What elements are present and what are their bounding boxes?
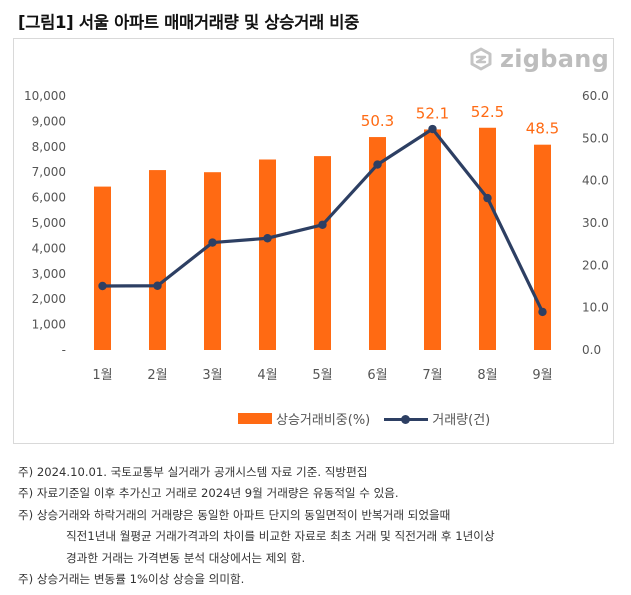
line-point [538, 307, 547, 317]
x-axis-tick-label: 3월 [202, 368, 222, 383]
zigbang-logo-icon [470, 47, 492, 71]
footnote-continuation: 직전1년내 월평균 거래가격과의 차이를 비교한 자료로 최초 거래 및 직전거… [66, 529, 495, 544]
bar [479, 127, 496, 350]
footnote-continuation: 경과한 거래는 가격변동 분석 대상에서는 제외 함. [66, 550, 306, 565]
left-axis-tick-label: 3,000 [32, 267, 66, 281]
line-point [263, 234, 272, 243]
legend-bar-swatch [238, 413, 272, 424]
left-axis-tick-label: 5,000 [32, 216, 66, 230]
line-point [428, 124, 437, 134]
right-axis-tick-label: 10.0 [582, 301, 609, 315]
x-axis-tick-label: 1월 [92, 368, 112, 383]
bar [204, 172, 221, 350]
legend-label-line: 거래량(건) [432, 413, 491, 428]
bar [424, 129, 441, 350]
data-label: 52.1 [416, 104, 449, 122]
footnote: 주) 상승거래는 변동률 1%이상 상승을 의미함. [18, 572, 245, 587]
zigbang-logo-text: zigbang [500, 45, 610, 73]
legend-item-line: 거래량(건) [384, 409, 490, 428]
chart-legend: 상승거래비중(%) 거래량(건) [238, 409, 504, 428]
right-axis-tick-label: 40.0 [582, 174, 609, 188]
right-axis-tick-label: 60.0 [582, 89, 609, 103]
legend-line-swatch [384, 412, 429, 426]
x-axis-tick-label: 4월 [257, 368, 277, 383]
x-axis-tick-label: 8월 [477, 368, 497, 383]
chart-container [13, 38, 614, 444]
line-point [153, 281, 162, 290]
line-point [483, 193, 492, 203]
x-axis-tick-label: 5월 [312, 368, 332, 383]
data-label: 52.5 [471, 103, 504, 121]
right-axis-tick-label: 20.0 [582, 258, 609, 272]
x-axis-tick-label: 7월 [422, 368, 442, 383]
data-label: 50.3 [361, 112, 394, 130]
left-axis-tick-label: 2,000 [32, 292, 66, 306]
bar [369, 137, 386, 350]
bar [94, 186, 111, 350]
left-axis-tick-label: 10,000 [24, 89, 66, 103]
line-point [98, 281, 107, 291]
bar [259, 159, 276, 350]
right-axis-tick-label: 30.0 [582, 216, 609, 230]
page-title: [그림1] 서울 아파트 매매거래량 및 상승거래 비중 [18, 13, 360, 32]
left-axis-tick-label: 9,000 [32, 114, 66, 128]
x-axis-tick-label: 6월 [367, 368, 387, 383]
left-axis-tick-label: 7,000 [32, 165, 66, 179]
zigbang-logo: zigbang [468, 44, 609, 74]
line-point [208, 238, 217, 247]
right-axis-tick-label: 50.0 [582, 131, 609, 145]
footnote: 주) 상승거래와 하락거래의 거래량은 동일한 아파트 단지의 동일면적이 반복… [18, 507, 451, 522]
line-point [318, 220, 327, 229]
x-axis-tick-label: 2월 [147, 368, 167, 383]
left-axis-tick-label: 6,000 [32, 191, 66, 205]
footnote: 주) 자료기준일 이후 추가신고 거래로 2024년 9월 거래량은 유동적일 … [18, 486, 399, 501]
left-axis-tick-label: 8,000 [32, 140, 66, 154]
footnotes: 주) 2024.10.01. 국토교통부 실거래가 공개시스템 자료 기준. 직… [18, 462, 495, 590]
bar [314, 156, 331, 350]
right-axis-tick-label: 0.0 [582, 343, 601, 357]
bar [149, 170, 166, 350]
legend-item-bar: 상승거래비중(%) [238, 409, 370, 428]
left-axis-tick-label: 1,000 [32, 318, 66, 332]
bar [534, 144, 551, 350]
line-point [373, 160, 382, 169]
x-axis-tick-label: 9월 [532, 368, 552, 383]
footnote: 주) 2024.10.01. 국토교통부 실거래가 공개시스템 자료 기준. 직… [18, 465, 368, 479]
left-axis-tick-label: 4,000 [32, 241, 66, 255]
data-label: 48.5 [526, 120, 559, 138]
legend-label-bar: 상승거래비중(%) [276, 413, 371, 428]
left-axis-tick-label: - [62, 343, 66, 357]
